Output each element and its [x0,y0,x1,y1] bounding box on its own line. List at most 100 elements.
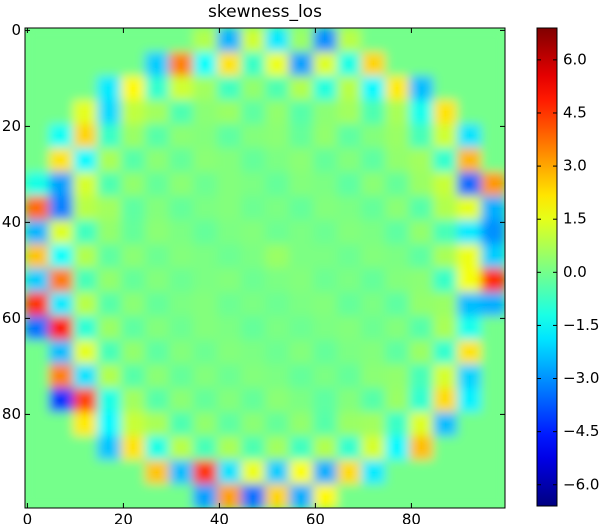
cell [385,460,410,485]
cell [121,28,146,53]
cell [73,316,98,341]
cell [481,76,505,101]
cell [73,364,98,389]
cell [121,364,146,389]
cell [481,364,505,389]
cell [313,52,338,77]
cell [169,340,194,365]
cell [457,388,482,413]
cell [337,484,362,508]
cell [97,388,122,413]
cell [265,340,290,365]
cell [289,388,314,413]
cell [361,28,386,53]
cell [241,364,266,389]
cell [313,172,338,197]
cell [97,436,122,461]
cell [217,124,242,149]
cell [121,76,146,101]
cell [433,100,458,125]
cell [193,388,218,413]
cell [25,484,50,508]
cell [121,292,146,317]
cell [241,412,266,437]
cell [217,244,242,269]
cell [169,436,194,461]
cell [145,28,170,53]
cell [241,196,266,221]
cell [409,340,434,365]
cell [457,148,482,173]
cell [313,220,338,245]
cell [25,124,50,149]
cell [313,76,338,101]
cell [73,412,98,437]
colorbar-tick-label: 6.0 [563,50,587,68]
cell [97,268,122,293]
cell [457,76,482,101]
cell [313,28,338,53]
cell [265,172,290,197]
cell [385,172,410,197]
cell [313,196,338,221]
cell [313,148,338,173]
cell [361,268,386,293]
cell [409,100,434,125]
cell [169,100,194,125]
cell [193,460,218,485]
cell [289,196,314,221]
cell [121,316,146,341]
cell [97,196,122,221]
cell [169,460,194,485]
cell [265,412,290,437]
cell [265,364,290,389]
cell [145,292,170,317]
cell [457,340,482,365]
cell [337,364,362,389]
cell [433,52,458,77]
cell [97,100,122,125]
cell [49,148,74,173]
cell [385,196,410,221]
cell [457,364,482,389]
cell [25,100,50,125]
cell [433,172,458,197]
plot-frame [24,27,506,509]
cell [97,124,122,149]
cell [241,484,266,508]
x-tick-label: 80 [402,511,421,524]
cell [169,52,194,77]
cell [481,172,505,197]
cell [289,292,314,317]
cell [289,316,314,341]
cell [337,148,362,173]
cell [385,52,410,77]
cell [313,436,338,461]
cell [433,244,458,269]
cell [49,244,74,269]
cell [25,268,50,293]
cell [217,28,242,53]
cell [145,364,170,389]
cell [385,100,410,125]
cell [49,412,74,437]
cell [193,148,218,173]
cell [337,124,362,149]
cell [361,244,386,269]
cell [49,196,74,221]
cell [337,28,362,53]
cell [193,316,218,341]
cell [241,124,266,149]
cell [385,436,410,461]
cell [193,52,218,77]
cell [385,268,410,293]
cell [73,436,98,461]
cell [25,412,50,437]
colorbar-tick-label: −4.5 [563,422,599,440]
cell [241,76,266,101]
cell [217,268,242,293]
cell [193,244,218,269]
cell [25,76,50,101]
cell [169,172,194,197]
cell [217,292,242,317]
